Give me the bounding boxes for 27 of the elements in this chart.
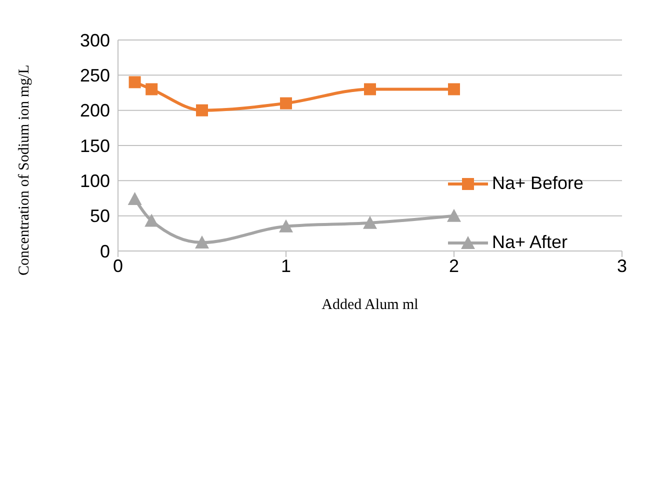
legend-label: Na+ After [492,232,568,252]
y-tick-label: 200 [80,100,110,121]
y-tick-label: 50 [90,206,110,226]
point [128,76,141,88]
legend-label: Na+ Before [492,173,584,193]
x-tick-label: 1 [280,256,292,276]
point [196,104,208,116]
point [146,83,158,96]
y-tick-label: 150 [80,136,110,156]
y-tick-label: 300 [80,30,110,50]
x-tick-label: 0 [112,256,124,276]
y-axis-title: Concentration of Sodium ion mg/L [16,64,32,276]
point [195,236,209,249]
y-tick-label: 250 [80,66,110,86]
point [364,83,376,96]
x-tick-label: 2 [448,256,460,276]
x-axis-title: Added Alum ml [322,297,418,313]
point [448,83,460,96]
y-tick-label: 0 [100,241,110,262]
point [363,216,377,229]
x-tick-label: 3 [616,256,628,276]
point [447,208,461,222]
point [144,214,159,227]
y-tick-label: 100 [80,171,110,192]
point [280,97,292,110]
point [128,192,142,205]
point [279,219,293,232]
